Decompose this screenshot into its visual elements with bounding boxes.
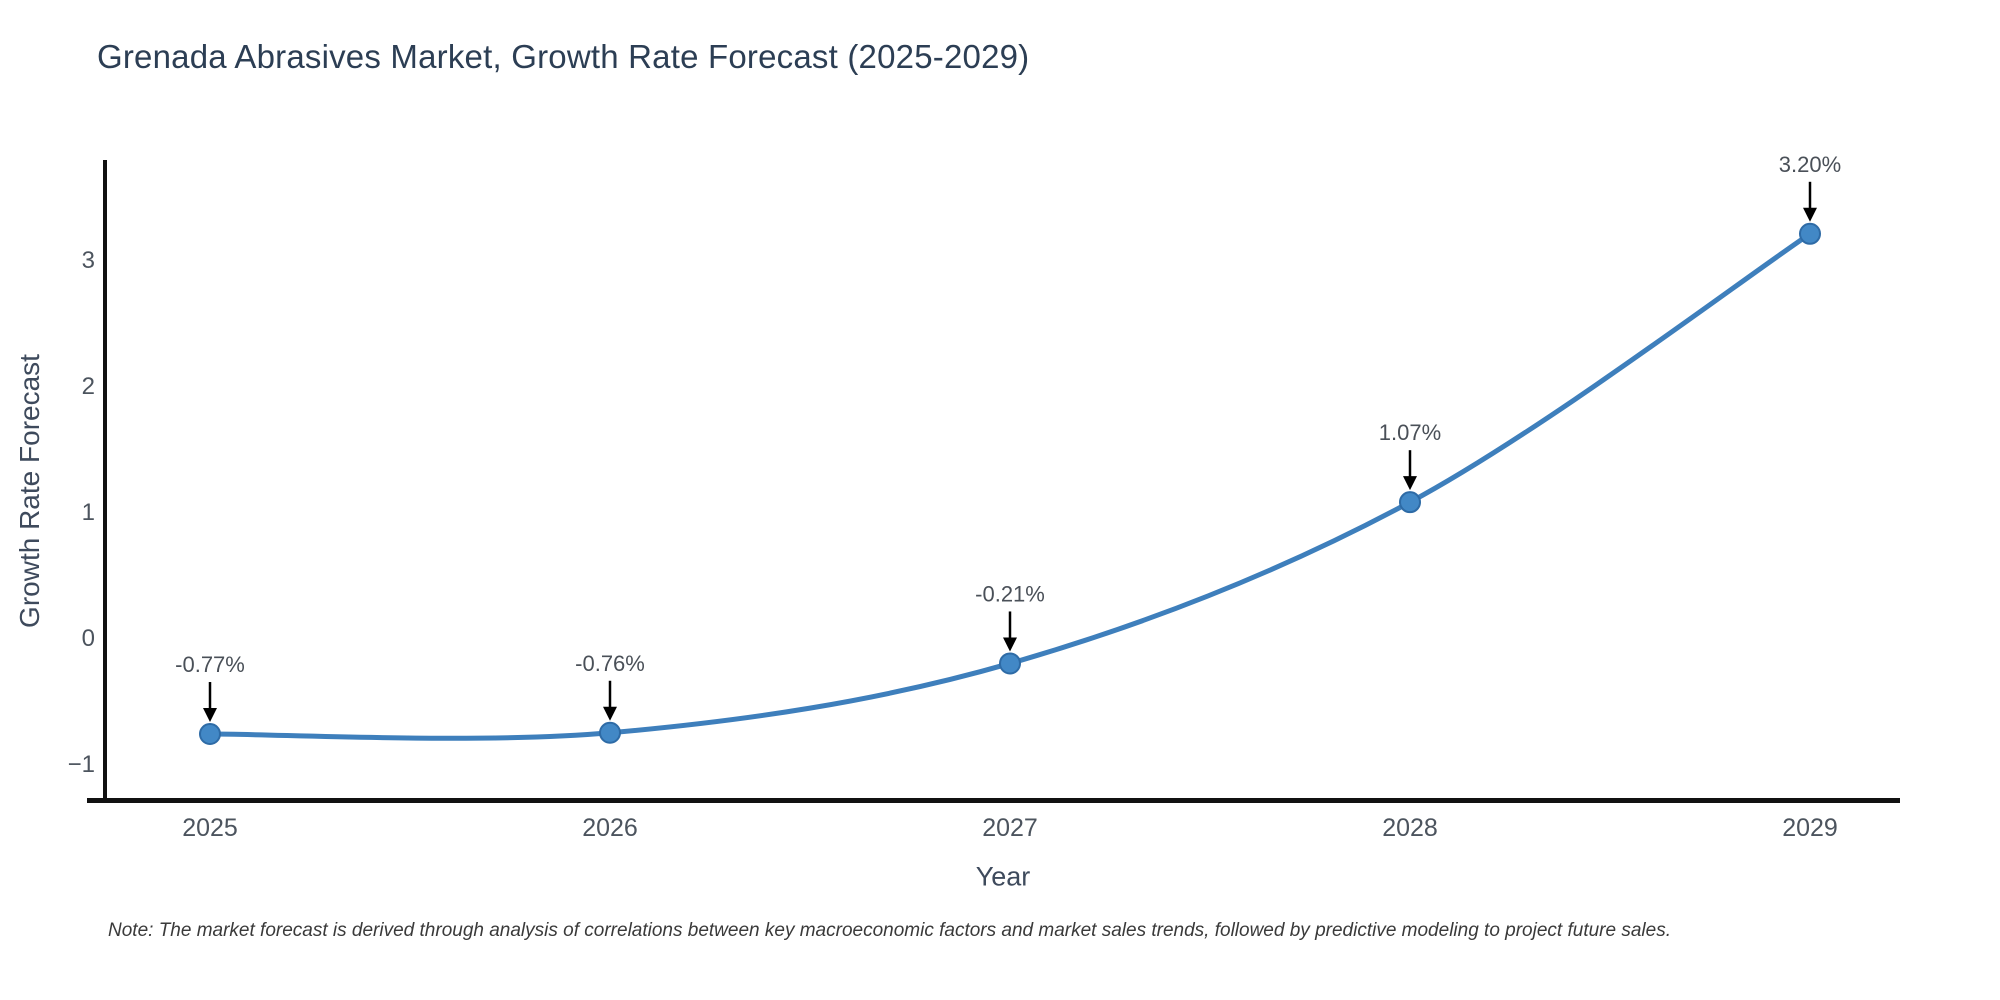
data-point-label: -0.76% bbox=[575, 651, 645, 676]
data-point-label: 1.07% bbox=[1379, 420, 1441, 445]
x-tick-label: 2029 bbox=[1782, 814, 1838, 842]
x-tick-label: 2025 bbox=[182, 814, 238, 842]
y-axis-title: Growth Rate Forecast bbox=[14, 354, 45, 628]
data-point-label: -0.77% bbox=[175, 652, 245, 677]
data-point-marker bbox=[599, 721, 621, 744]
data-point-label: 3.20% bbox=[1779, 152, 1841, 177]
chart-title: Grenada Abrasives Market, Growth Rate Fo… bbox=[97, 38, 1030, 75]
data-point-marker bbox=[1799, 222, 1821, 245]
x-tick-label: 2027 bbox=[982, 814, 1038, 842]
annotation-arrow-head bbox=[1003, 637, 1017, 652]
y-tick-label: −1 bbox=[68, 751, 95, 778]
y-tick-label: 3 bbox=[82, 247, 95, 274]
data-point-marker bbox=[999, 652, 1021, 675]
annotation-arrow-head bbox=[1803, 207, 1817, 222]
y-tick-label: 0 bbox=[82, 625, 95, 652]
data-point-label: -0.21% bbox=[975, 581, 1045, 606]
data-point-marker bbox=[199, 723, 221, 746]
y-tick-label: 1 bbox=[82, 499, 95, 526]
data-point-marker bbox=[1399, 491, 1421, 514]
x-tick-label: 2026 bbox=[582, 814, 638, 842]
y-tick-label: 2 bbox=[82, 373, 95, 400]
x-tick-label: 2028 bbox=[1382, 814, 1438, 842]
annotation-arrow-head bbox=[603, 706, 617, 721]
annotation-arrow-head bbox=[1403, 476, 1417, 491]
x-axis-title: Year bbox=[975, 861, 1031, 892]
chart-footnote: Note: The market forecast is derived thr… bbox=[108, 920, 1671, 941]
annotation-arrow-head bbox=[203, 708, 217, 723]
